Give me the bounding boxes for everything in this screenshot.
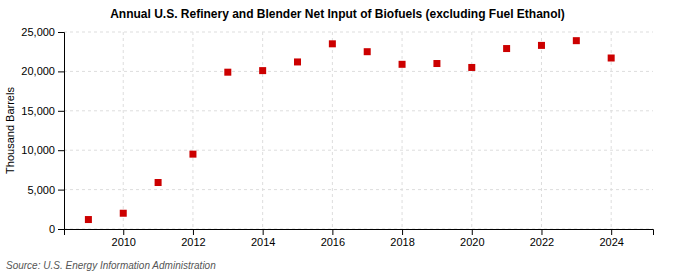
x-tick: 2012 xyxy=(181,229,205,248)
x-tick-label: 2012 xyxy=(181,236,205,248)
chart: 2010 2012 2014 2016 2018 2020 2022 2024 0 5,000 10… xyxy=(0,0,675,275)
point xyxy=(538,42,545,49)
grid xyxy=(64,32,653,229)
x-tick-mark xyxy=(611,229,612,235)
y-tick-label: 10,000 xyxy=(21,144,55,156)
grid-line-x xyxy=(541,32,542,229)
point xyxy=(364,48,371,55)
x-tick-mark xyxy=(472,229,473,235)
y-tick: 0 xyxy=(49,223,64,235)
x-tick-label: 2014 xyxy=(251,236,275,248)
y-tick-mark xyxy=(58,150,64,151)
x-tick-mark xyxy=(541,229,542,235)
y-tick-mark xyxy=(58,229,64,230)
grid-line-y xyxy=(64,71,653,72)
x-tick: 2018 xyxy=(390,229,414,248)
point xyxy=(120,210,127,217)
y-tick: 25,000 xyxy=(21,26,64,38)
grid-line-x xyxy=(192,32,193,229)
point xyxy=(573,37,580,44)
title: Annual U.S. Refinery and Blender Net Inp… xyxy=(110,7,565,21)
y-tick-mark xyxy=(58,190,64,191)
point xyxy=(433,60,440,67)
grid-line-y xyxy=(64,32,653,33)
x-tick: 2024 xyxy=(599,229,623,248)
grid-line-x xyxy=(262,32,263,229)
x-tick-label: 2018 xyxy=(390,236,414,248)
y-tick-mark xyxy=(58,71,64,72)
x-tick-mark xyxy=(123,229,124,235)
grid-line-y xyxy=(64,110,653,111)
y-tick-label: 15,000 xyxy=(21,105,55,117)
x-tick-mark xyxy=(402,229,403,235)
point xyxy=(294,58,301,65)
x-tick: 2014 xyxy=(251,229,275,248)
y-tick-mark xyxy=(58,111,64,112)
x-tick: 2010 xyxy=(112,229,136,248)
y-tick: 5,000 xyxy=(27,184,64,196)
points xyxy=(85,37,615,223)
x-tick-mark xyxy=(193,229,194,235)
point xyxy=(329,40,336,47)
x-tick-mark xyxy=(263,229,264,235)
y-tick-label: 20,000 xyxy=(21,65,55,77)
y-axis-label: Thousand Barrels xyxy=(4,87,16,174)
y-tick-label: 25,000 xyxy=(21,26,55,38)
y-tick: 15,000 xyxy=(21,105,64,117)
grid-line-x xyxy=(611,32,612,229)
x-axis-line xyxy=(65,230,654,236)
plot-area: 2010 2012 2014 2016 2018 2020 2022 2024 0 5,000 10… xyxy=(21,26,653,248)
y-tick-label: 0 xyxy=(49,223,55,235)
point xyxy=(224,69,231,76)
point xyxy=(259,67,266,74)
x-tick-label: 2010 xyxy=(112,236,136,248)
grid-line-y xyxy=(64,150,653,151)
source-note: Source: U.S. Energy Information Administ… xyxy=(6,260,216,271)
y-tick: 20,000 xyxy=(21,65,64,77)
x-tick-label: 2016 xyxy=(321,236,345,248)
grid-line-x xyxy=(471,32,472,229)
point xyxy=(85,216,92,223)
x-tick-mark xyxy=(332,229,333,235)
point xyxy=(503,45,510,52)
y-tick-mark xyxy=(58,32,64,33)
x-tick: 2020 xyxy=(460,229,484,248)
y-tick-label: 5,000 xyxy=(27,184,55,196)
x-tick-label: 2022 xyxy=(530,236,554,248)
y-axis: 0 5,000 10,000 15,000 20,000 25,000 xyxy=(21,26,64,235)
grid-line-x xyxy=(123,32,124,229)
point xyxy=(189,151,196,158)
x-tick: 2016 xyxy=(321,229,345,248)
y-axis-line xyxy=(58,33,65,230)
x-axis: 2010 2012 2014 2016 2018 2020 2022 2024 xyxy=(65,229,654,248)
point xyxy=(399,61,406,68)
grid-line-x xyxy=(332,32,333,229)
x-tick: 2022 xyxy=(530,229,554,248)
grid-line-y xyxy=(64,189,653,190)
x-tick-label: 2020 xyxy=(460,236,484,248)
x-tick-label: 2024 xyxy=(599,236,623,248)
point xyxy=(608,55,615,62)
point xyxy=(155,179,162,186)
y-tick: 10,000 xyxy=(21,144,64,156)
point xyxy=(468,64,475,71)
